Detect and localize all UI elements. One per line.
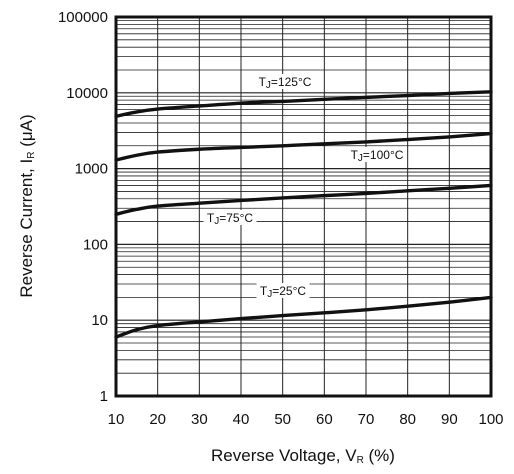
y-tick-label-1: 1 bbox=[100, 388, 108, 405]
series-line-1 bbox=[114, 131, 493, 162]
y-tick-label-10: 10 bbox=[91, 312, 108, 329]
x-tick-labels: 10 20 30 40 50 60 70 80 90 100 bbox=[108, 411, 504, 428]
curve-label-0: TJ=125°C bbox=[259, 75, 312, 91]
curve-label-bg-2 bbox=[203, 210, 257, 225]
x-axis-title: Reverse Voltage, VR (%) bbox=[211, 446, 395, 466]
curve-label-bg-3 bbox=[256, 283, 310, 298]
curve-label-bg-1 bbox=[347, 147, 407, 162]
y-axis-title: Reverse Current, IR (μA) bbox=[17, 114, 37, 297]
x-tick-label-50: 50 bbox=[274, 411, 291, 428]
x-tick-label-100: 100 bbox=[478, 411, 503, 428]
x-tick-label-30: 30 bbox=[191, 411, 208, 428]
plot-frame bbox=[114, 15, 493, 398]
curve-label-3: TJ=25°C bbox=[260, 284, 306, 300]
x-tick-label-40: 40 bbox=[233, 411, 250, 428]
y-tick-label-10000: 10000 bbox=[66, 85, 108, 102]
x-tick-label-80: 80 bbox=[399, 411, 416, 428]
x-tick-label-60: 60 bbox=[316, 411, 333, 428]
series-line-3 bbox=[114, 295, 493, 339]
y-tick-labels: 1 10 100 1000 10000 100000 bbox=[58, 9, 108, 405]
x-tick-label-90: 90 bbox=[441, 411, 458, 428]
series-line-0 bbox=[114, 90, 493, 118]
x-tick-label-70: 70 bbox=[358, 411, 375, 428]
curve-label-2: TJ=75°C bbox=[207, 211, 253, 227]
y-tick-label-1000: 1000 bbox=[75, 161, 108, 178]
y-tick-label-100: 100 bbox=[83, 236, 108, 253]
y-tick-label-100000: 100000 bbox=[58, 9, 108, 26]
x-tick-label-10: 10 bbox=[108, 411, 125, 428]
curve-label-1: TJ=100°C bbox=[351, 148, 404, 164]
curve-labels: TJ=125°C TJ=100°C TJ=75°C TJ=25°C bbox=[203, 74, 407, 300]
curve-label-bg-0 bbox=[255, 74, 315, 89]
curves bbox=[114, 90, 493, 339]
x-tick-label-20: 20 bbox=[149, 411, 166, 428]
series-line-2 bbox=[114, 183, 493, 216]
